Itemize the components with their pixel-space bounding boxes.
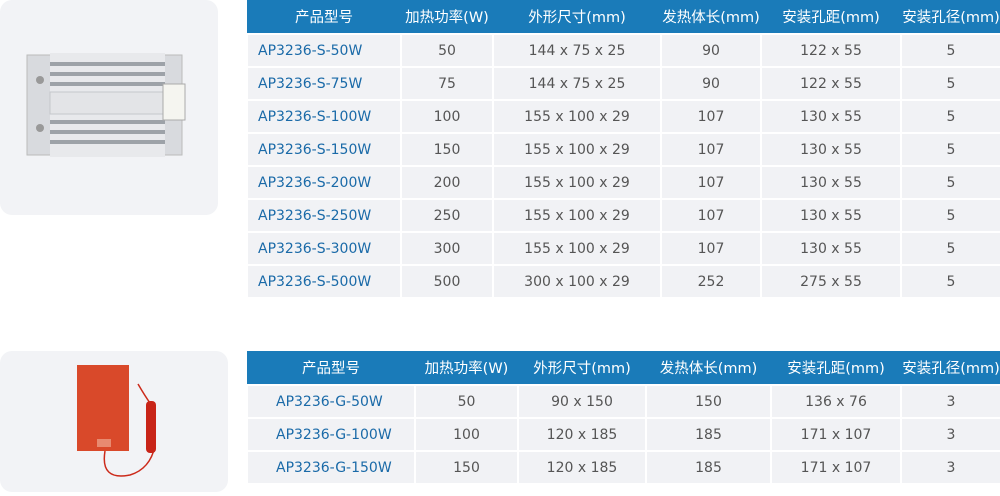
cell-element-length: 90 [660,33,762,68]
header-hole-diameter: 安装孔径(mm) [901,351,1000,385]
cell-model: AP3236-S-100W [246,99,402,134]
header-element-length: 发热体长(mm) [661,0,761,34]
header-dimensions: 外形尺寸(mm) [493,0,661,34]
cell-power: 500 [400,264,494,299]
cell-hole-diameter: 5 [900,132,1000,167]
cell-element-length: 150 [645,384,772,419]
cell-power: 50 [414,384,519,419]
cell-power: 100 [400,99,494,134]
table-header: 产品型号 加热功率(W) 外形尺寸(mm) 发热体长(mm) 安装孔距(mm) … [247,0,1000,34]
cell-element-length: 107 [660,165,762,200]
cell-hole-diameter: 5 [900,66,1000,101]
cell-element-length: 107 [660,132,762,167]
cell-element-length: 107 [660,231,762,266]
table-row: AP3236-S-300W 300 155 x 100 x 29 107 130 x 5… [246,231,1000,266]
cell-dimensions: 144 x 75 x 25 [492,66,662,101]
aluminum-heater-image-box [0,0,218,215]
cell-hole-spacing: 171 x 107 [770,450,902,485]
cell-power: 200 [400,165,494,200]
header-hole-spacing: 安装孔距(mm) [771,351,901,385]
header-element-length: 发热体长(mm) [646,351,771,385]
table-row: AP3236-S-150W 150 155 x 100 x 29 107 130 x 5… [246,132,1000,167]
cell-power: 100 [414,417,519,452]
cell-hole-spacing: 130 x 55 [760,99,902,134]
cell-power: 50 [400,33,494,68]
cell-hole-spacing: 275 x 55 [760,264,902,299]
header-model: 产品型号 [247,0,401,34]
cell-power: 75 [400,66,494,101]
cell-hole-diameter: 3 [900,417,1000,452]
table-row: AP3236-S-500W 500 300 x 100 x 29 252 275 x 5… [246,264,1000,299]
header-power: 加热功率(W) [401,0,493,34]
s-series-spec-table: 产品型号 加热功率(W) 外形尺寸(mm) 发热体长(mm) 安装孔距(mm) … [246,0,1000,299]
cell-power: 250 [400,198,494,233]
cell-model: AP3236-S-500W [246,264,402,299]
table-row: AP3236-G-100W 100 120 x 185 185 171 x 107 3 [246,417,1000,452]
table-row: AP3236-S-200W 200 155 x 100 x 29 107 130 x 5… [246,165,1000,200]
cell-hole-diameter: 5 [900,264,1000,299]
table-row: AP3236-G-50W 50 90 x 150 150 136 x 76 3 [246,384,1000,419]
silicone-heater-image-box [0,351,228,492]
cell-element-length: 185 [645,450,772,485]
cell-power: 150 [414,450,519,485]
cell-dimensions: 120 x 185 [517,450,647,485]
cell-model: AP3236-S-75W [246,66,402,101]
cell-hole-spacing: 136 x 76 [770,384,902,419]
table-row: AP3236-S-100W 100 155 x 100 x 29 107 130 x 5… [246,99,1000,134]
cell-model: AP3236-G-100W [246,417,416,452]
cell-dimensions: 155 x 100 x 29 [492,231,662,266]
cell-model: AP3236-S-150W [246,132,402,167]
cell-hole-diameter: 5 [900,198,1000,233]
cell-dimensions: 155 x 100 x 29 [492,165,662,200]
cell-dimensions: 155 x 100 x 29 [492,132,662,167]
cell-model: AP3236-S-300W [246,231,402,266]
cell-element-length: 185 [645,417,772,452]
cell-power: 300 [400,231,494,266]
aluminum-heater-image [26,53,186,157]
cell-dimensions: 300 x 100 x 29 [492,264,662,299]
cell-hole-spacing: 130 x 55 [760,132,902,167]
header-power: 加热功率(W) [415,351,518,385]
cell-hole-diameter: 3 [900,450,1000,485]
g-series-spec-table: 产品型号 加热功率(W) 外形尺寸(mm) 发热体长(mm) 安装孔距(mm) … [246,351,1000,485]
silicone-heater-image [77,365,156,477]
header-model: 产品型号 [247,351,415,385]
cell-hole-spacing: 122 x 55 [760,33,902,68]
cell-model: AP3236-G-150W [246,450,416,485]
cell-dimensions: 120 x 185 [517,417,647,452]
cell-hole-spacing: 122 x 55 [760,66,902,101]
header-hole-spacing: 安装孔距(mm) [761,0,901,34]
cell-model: AP3236-S-250W [246,198,402,233]
cell-hole-diameter: 5 [900,33,1000,68]
cell-element-length: 107 [660,99,762,134]
cell-hole-spacing: 171 x 107 [770,417,902,452]
cell-dimensions: 90 x 150 [517,384,647,419]
cell-dimensions: 155 x 100 x 29 [492,99,662,134]
cell-hole-spacing: 130 x 55 [760,198,902,233]
cell-model: AP3236-S-200W [246,165,402,200]
header-dimensions: 外形尺寸(mm) [518,351,646,385]
table-row: AP3236-G-150W 150 120 x 185 185 171 x 107 3 [246,450,1000,485]
header-hole-diameter: 安装孔径(mm) [901,0,1000,34]
table-row: AP3236-S-250W 250 155 x 100 x 29 107 130 x 5… [246,198,1000,233]
cell-hole-diameter: 5 [900,165,1000,200]
cell-model: AP3236-S-50W [246,33,402,68]
cell-power: 150 [400,132,494,167]
cell-hole-spacing: 130 x 55 [760,231,902,266]
cell-hole-diameter: 3 [900,384,1000,419]
cell-hole-diameter: 5 [900,231,1000,266]
cell-model: AP3236-G-50W [246,384,416,419]
cell-element-length: 107 [660,198,762,233]
cell-element-length: 252 [660,264,762,299]
cell-hole-diameter: 5 [900,99,1000,134]
table-row: AP3236-S-50W 50 144 x 75 x 25 90 122 x 55 5 [246,33,1000,68]
table-row: AP3236-S-75W 75 144 x 75 x 25 90 122 x 55 5 [246,66,1000,101]
cell-dimensions: 144 x 75 x 25 [492,33,662,68]
cell-dimensions: 155 x 100 x 29 [492,198,662,233]
cell-element-length: 90 [660,66,762,101]
table-header: 产品型号 加热功率(W) 外形尺寸(mm) 发热体长(mm) 安装孔距(mm) … [247,351,1000,385]
cell-hole-spacing: 130 x 55 [760,165,902,200]
